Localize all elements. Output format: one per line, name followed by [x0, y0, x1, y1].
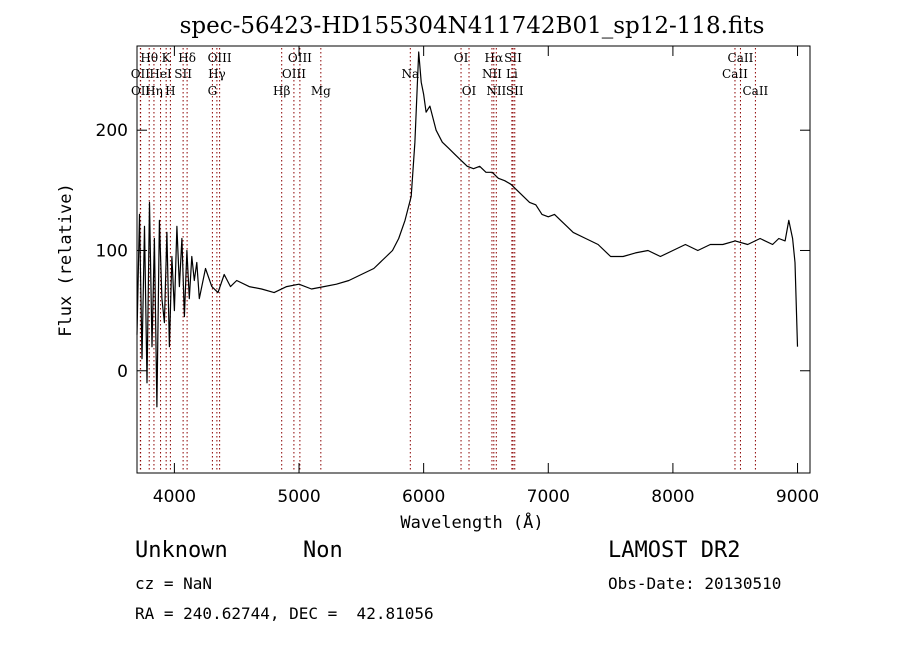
- x-tick-label: 6000: [402, 487, 445, 507]
- line-marker-label: SII: [506, 84, 524, 98]
- line-marker-label: Mg: [311, 84, 331, 98]
- x-axis: 4000 5000 6000 7000 8000 9000: [153, 46, 819, 507]
- line-marker-label: CaII: [722, 67, 748, 81]
- x-tick-label: 4000: [153, 487, 196, 507]
- line-markers: Hθ OII OII K HeI Hη H SII Hδ OIII Hγ G Hβ OIII OIII Mg N…: [131, 48, 769, 471]
- series-layer: [136, 51, 799, 408]
- coordinates: RA = 240.62744, DEC = 42.81056: [135, 604, 434, 623]
- spectrum-line: [136, 51, 799, 408]
- y-tick-label: 0: [117, 362, 128, 382]
- line-marker-label: Hα: [485, 51, 504, 65]
- obs-date: Obs-Date: 20130510: [608, 574, 782, 593]
- line-marker-label: Hθ: [140, 51, 158, 65]
- survey-name: LAMOST DR2: [608, 538, 741, 563]
- plot-frame: [136, 45, 811, 474]
- line-marker-label: NII: [482, 67, 502, 81]
- line-marker-label: HeI: [149, 67, 172, 81]
- chart-title: spec-56423-HD155304N411742B01_sp12-118.f…: [180, 13, 765, 39]
- line-marker-label: SII: [504, 51, 522, 65]
- line-marker-label: Na: [401, 67, 419, 81]
- line-marker-label: G: [208, 84, 218, 98]
- x-tick-label: 9000: [776, 487, 819, 507]
- x-tick-label: 5000: [277, 487, 320, 507]
- x-tick-label: 7000: [527, 487, 570, 507]
- line-marker-label: Li: [506, 67, 518, 81]
- line-marker-label: Hβ: [273, 84, 290, 98]
- x-tick-label: 8000: [651, 487, 694, 507]
- line-marker-label: OIII: [288, 51, 312, 65]
- redshift-text: cz = NaN: [135, 574, 213, 593]
- line-marker-label: CaII: [742, 84, 768, 98]
- line-marker-label: SII: [174, 67, 192, 81]
- line-marker-label: OI: [454, 51, 469, 65]
- class-name: Unknown: [135, 538, 228, 563]
- line-marker-label: K: [162, 51, 172, 65]
- line-marker-label: OII: [131, 84, 151, 98]
- line-marker-label: NII: [486, 84, 506, 98]
- line-marker-label: Hδ: [178, 51, 196, 65]
- line-marker-label: Hη: [145, 84, 163, 98]
- line-marker-label: OII: [131, 67, 151, 81]
- line-marker-label: OI: [462, 84, 477, 98]
- line-marker-label: OIII: [282, 67, 306, 81]
- line-marker-label: Hγ: [208, 67, 226, 81]
- x-axis-label: Wavelength (Å): [400, 511, 543, 533]
- y-tick-label: 100: [96, 241, 128, 261]
- y-axis-label: Flux (relative): [56, 183, 76, 337]
- line-marker-label: OIII: [208, 51, 232, 65]
- line-marker-label: CaII: [728, 51, 754, 65]
- y-axis: 0 100 200: [96, 121, 810, 382]
- y-tick-label: 200: [96, 121, 128, 141]
- subclass: Non: [303, 538, 343, 563]
- line-marker-label: H: [165, 84, 175, 98]
